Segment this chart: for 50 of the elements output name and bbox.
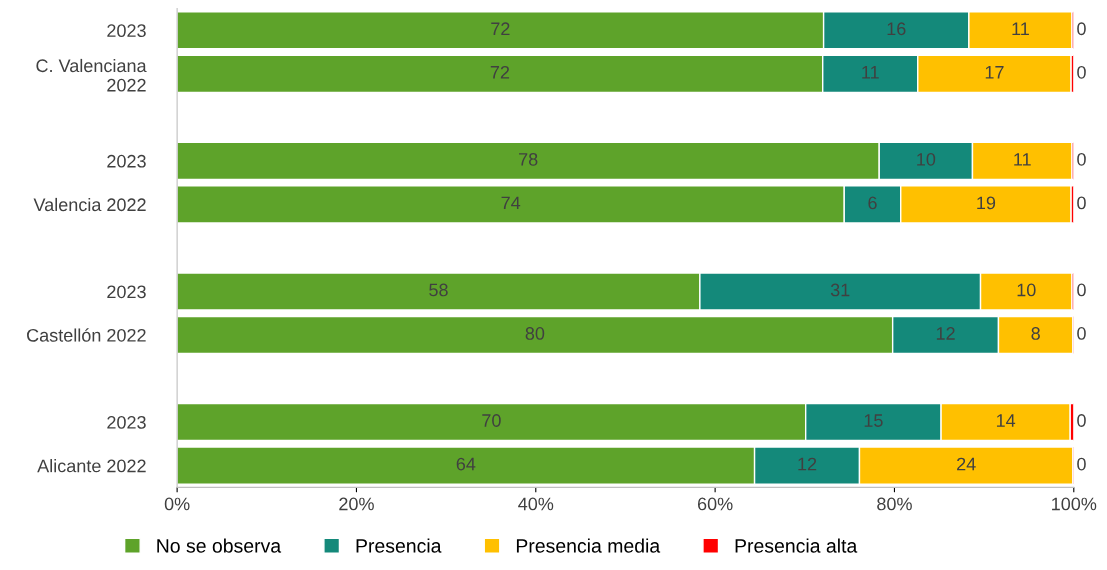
data-label: 10: [1017, 283, 1036, 297]
data-label: 11: [862, 66, 879, 79]
x-tick-label: 80%: [877, 497, 912, 511]
legend-label: Presencia alta: [735, 538, 858, 553]
legend-label: Presencia: [356, 538, 442, 553]
data-label: 11: [1012, 22, 1029, 35]
y-tick-label: Valencia 2022: [33, 197, 146, 212]
y-tick-label: 2023: [107, 154, 146, 168]
data-label: 6: [868, 196, 877, 210]
data-label: 0: [1077, 22, 1086, 36]
data-label: 58: [429, 283, 448, 297]
y-tick-label: Alicante 2022: [37, 459, 146, 473]
x-tick-label: 40%: [518, 497, 554, 511]
data-label: 0: [1077, 457, 1086, 471]
data-label: 17: [985, 66, 1004, 79]
data-label: 70: [482, 414, 501, 427]
data-label: 64: [456, 457, 476, 471]
y-tick-label: 2023: [107, 285, 146, 299]
data-label: 78: [519, 152, 538, 166]
data-label: 16: [887, 22, 906, 36]
data-label: 72: [491, 22, 510, 35]
data-label: 12: [798, 457, 817, 471]
data-label: 0: [1077, 283, 1086, 297]
data-label: 14: [996, 414, 1016, 427]
legend-label: Presencia media: [516, 538, 661, 553]
data-label: 10: [917, 152, 936, 166]
data-label: 8: [1031, 327, 1040, 340]
data-label: 74: [501, 196, 521, 210]
x-tick-label: 20%: [339, 497, 374, 511]
y-tick-label: 2023: [107, 415, 146, 429]
data-label: 0: [1077, 65, 1086, 79]
data-label: 19: [977, 196, 996, 210]
y-tick-label: Castellón 2022: [27, 328, 146, 342]
y-tick-label: 2023: [107, 24, 146, 38]
data-label: 11: [1014, 153, 1031, 166]
data-label: 15: [864, 414, 883, 427]
x-tick-label: 0%: [164, 497, 190, 511]
data-label: 72: [490, 65, 510, 79]
data-label: 24: [957, 457, 976, 471]
data-label: 0: [1077, 196, 1086, 210]
data-label: 0: [1077, 414, 1086, 427]
data-label: 0: [1077, 152, 1086, 166]
data-label: 80: [525, 327, 545, 340]
legend-label: No se observa: [157, 538, 282, 553]
data-label: 31: [830, 283, 850, 297]
data-label: 0: [1077, 327, 1086, 340]
x-tick-label: 100%: [1052, 497, 1097, 511]
x-tick-label: 60%: [697, 497, 733, 511]
y-tick-label: C. Valenciana 2022: [36, 58, 147, 92]
data-label: 12: [936, 327, 955, 340]
